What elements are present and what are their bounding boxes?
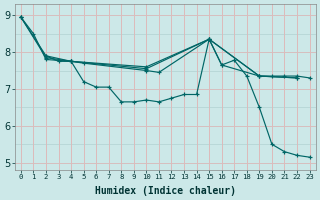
X-axis label: Humidex (Indice chaleur): Humidex (Indice chaleur) — [95, 186, 236, 196]
